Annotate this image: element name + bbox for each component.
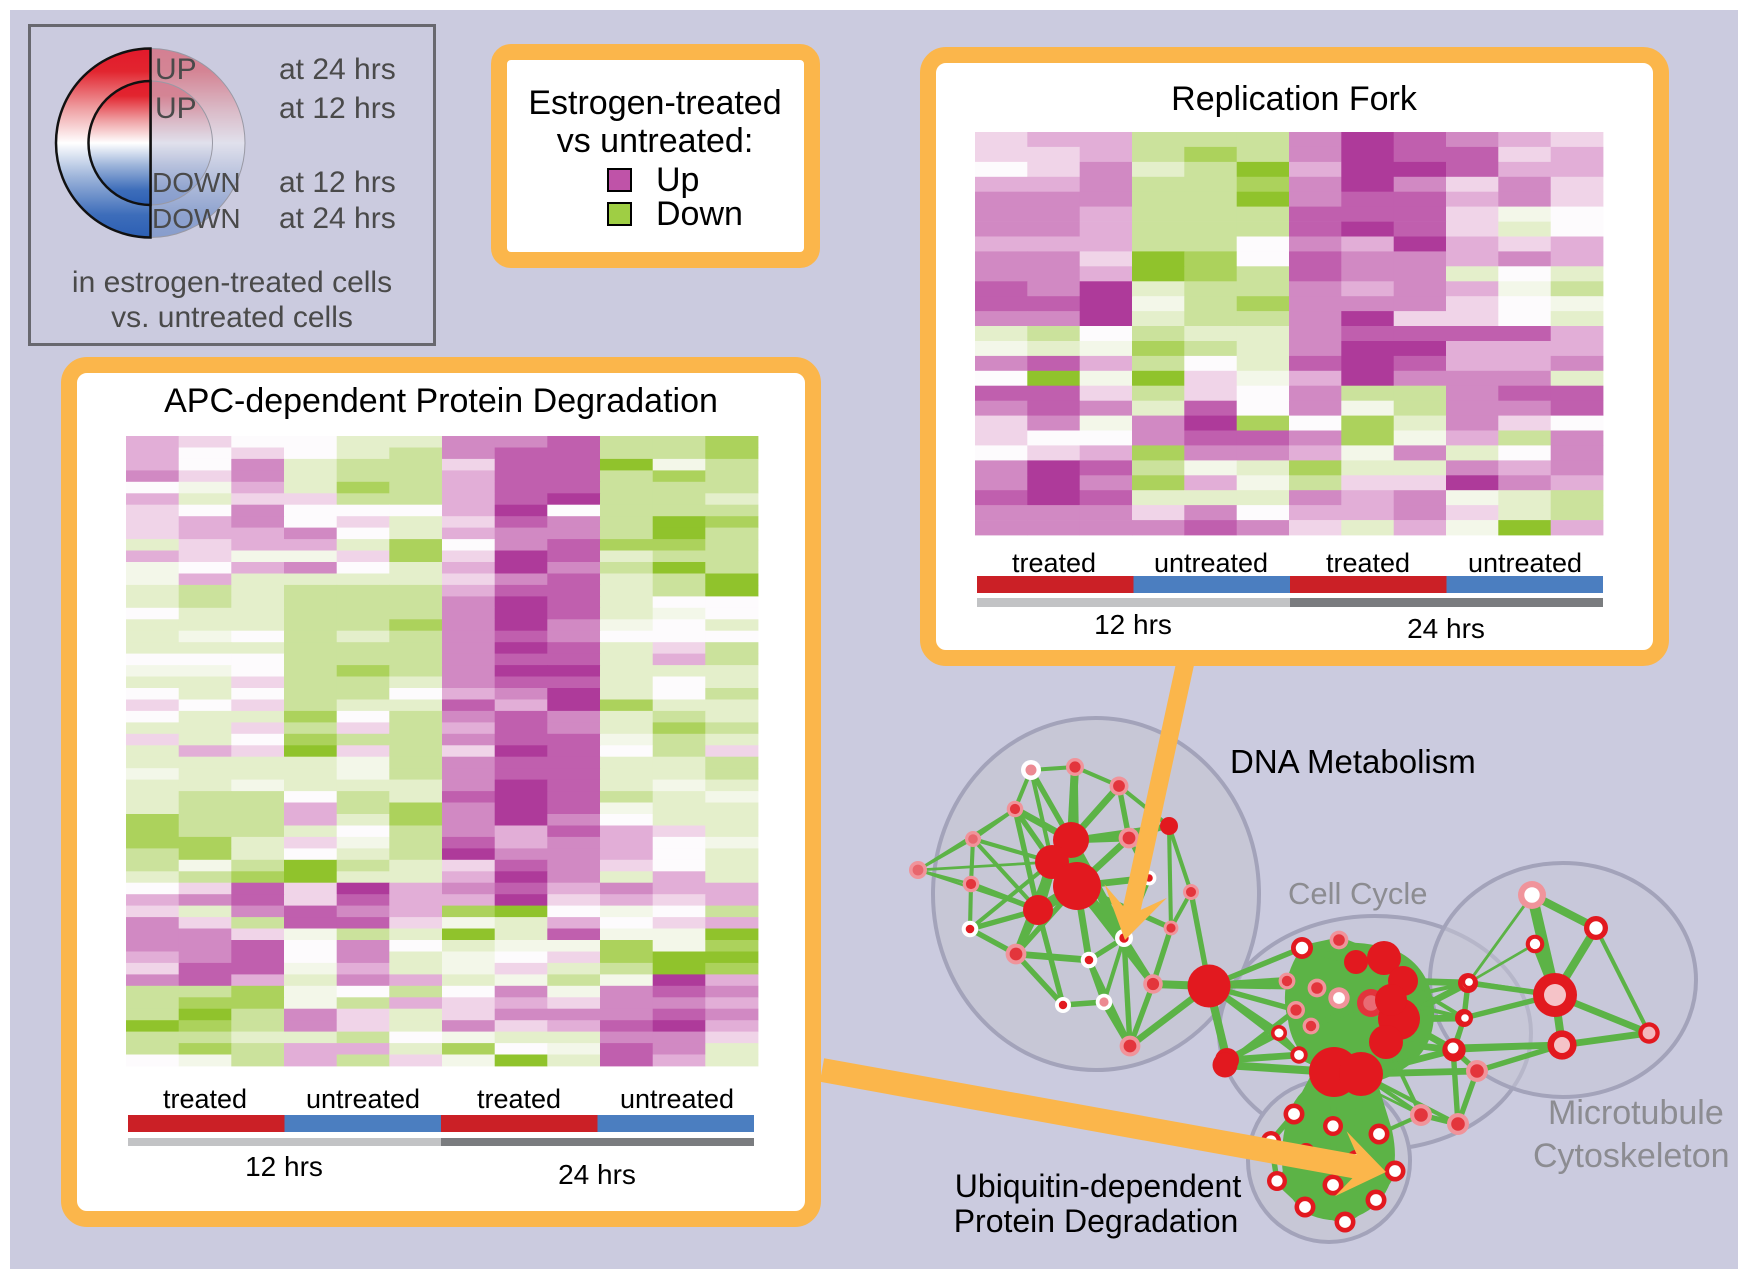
svg-text:vs untreated:: vs untreated:: [557, 122, 754, 160]
svg-text:DNA Metabolism: DNA Metabolism: [1230, 743, 1476, 780]
svg-text:Cytoskeleton: Cytoskeleton: [1533, 1137, 1730, 1175]
svg-text:untreated: untreated: [1468, 548, 1582, 578]
svg-text:DOWN: DOWN: [152, 167, 241, 198]
svg-text:12 hrs: 12 hrs: [1094, 609, 1172, 640]
svg-text:DOWN: DOWN: [152, 203, 241, 234]
svg-text:24 hrs: 24 hrs: [1407, 613, 1485, 644]
svg-text:untreated: untreated: [1154, 548, 1268, 578]
svg-text:Cell Cycle: Cell Cycle: [1288, 876, 1428, 911]
svg-text:Down: Down: [656, 195, 743, 233]
svg-text:at 12 hrs: at 12 hrs: [279, 92, 396, 125]
svg-text:untreated: untreated: [306, 1084, 420, 1114]
svg-text:vs. untreated cells: vs. untreated cells: [111, 301, 353, 334]
svg-text:Estrogen-treated: Estrogen-treated: [528, 84, 781, 122]
svg-text:Ubiquitin-dependent: Ubiquitin-dependent: [955, 1168, 1242, 1204]
svg-text:treated: treated: [163, 1084, 247, 1114]
svg-text:at 24 hrs: at 24 hrs: [279, 53, 396, 86]
svg-text:12 hrs: 12 hrs: [245, 1151, 323, 1182]
svg-text:treated: treated: [1012, 548, 1096, 578]
svg-text:untreated: untreated: [620, 1084, 734, 1114]
svg-text:APC-dependent Protein Degradat: APC-dependent Protein Degradation: [164, 382, 718, 420]
svg-text:UP: UP: [155, 53, 197, 86]
svg-text:treated: treated: [1326, 548, 1410, 578]
svg-text:at 12 hrs: at 12 hrs: [279, 166, 396, 199]
svg-text:24 hrs: 24 hrs: [558, 1159, 636, 1190]
svg-text:Replication Fork: Replication Fork: [1171, 80, 1418, 118]
svg-text:treated: treated: [477, 1084, 561, 1114]
svg-text:UP: UP: [155, 92, 197, 125]
svg-text:Protein Degradation: Protein Degradation: [954, 1203, 1239, 1239]
svg-text:Microtubule: Microtubule: [1548, 1094, 1724, 1132]
svg-text:at 24 hrs: at 24 hrs: [279, 202, 396, 235]
svg-text:in estrogen-treated cells: in estrogen-treated cells: [72, 266, 392, 299]
svg-text:Up: Up: [656, 161, 699, 199]
